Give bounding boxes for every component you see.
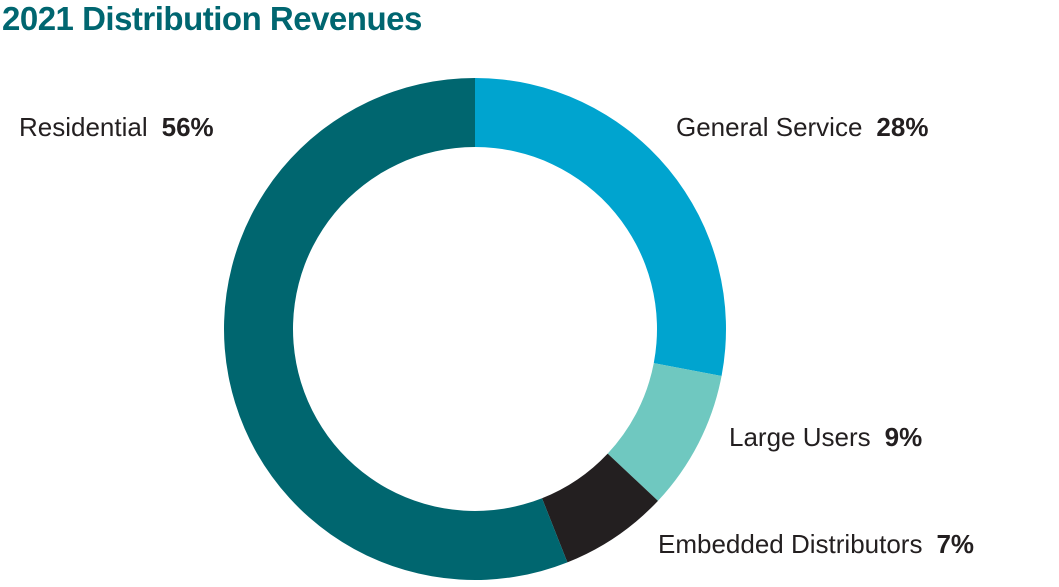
slice-name: General Service [676,112,863,142]
slice-value: 9% [884,422,923,452]
slice-name: Large Users [729,422,871,452]
slice-value: 28% [876,112,929,142]
label-large-users: Large Users 9% [729,422,922,453]
label-residential: Residential 56% [19,112,214,143]
label-general-service: General Service 28% [676,112,928,143]
slice-name: Embedded Distributors [658,529,923,559]
slice-large-users [607,363,722,501]
chart-title: 2021 Distribution Revenues [2,0,422,37]
slice-general-service [475,78,726,377]
slice-name: Residential [19,112,148,142]
slice-residential [224,78,568,580]
label-embedded-distributors: Embedded Distributors 7% [658,529,974,560]
slice-value: 7% [936,529,975,559]
slice-value: 56% [161,112,214,142]
slice-embedded-distributors [541,453,658,563]
